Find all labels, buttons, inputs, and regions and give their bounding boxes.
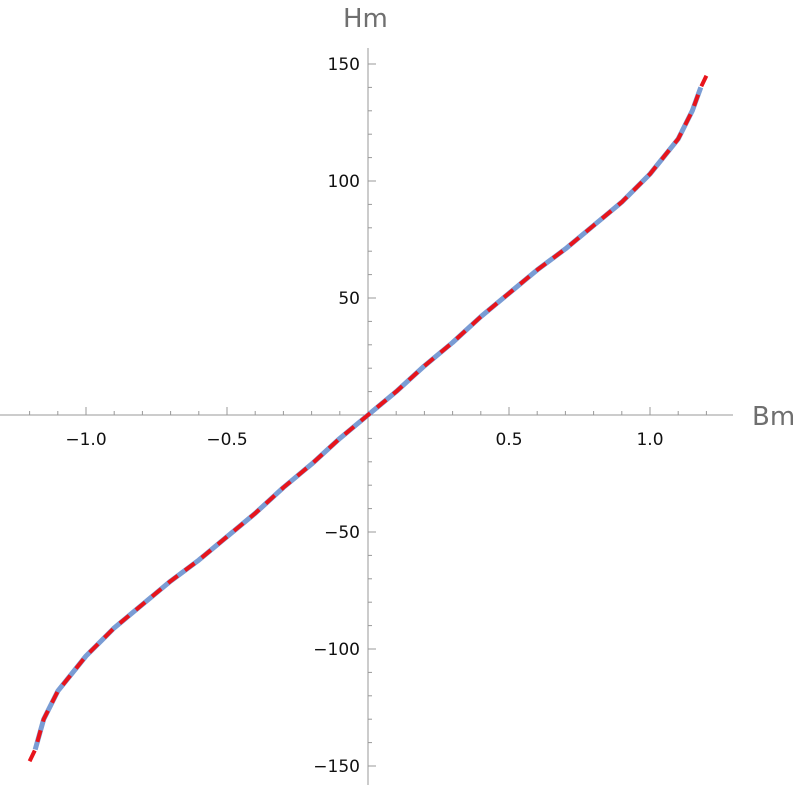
- y-axis-label: Hm: [343, 4, 388, 34]
- major-ticks: [85, 63, 651, 767]
- y-tick-label: 50: [338, 289, 360, 309]
- x-tick-label: 0.5: [495, 430, 522, 450]
- series-layer: [27, 74, 709, 763]
- y-tick-label: 100: [328, 172, 360, 192]
- y-tick-label: −150: [313, 757, 360, 777]
- dashed-series-line: [27, 74, 709, 763]
- x-tick-label: −0.5: [206, 430, 247, 450]
- y-tick-label: 150: [328, 55, 360, 75]
- x-tick-label: 1.0: [636, 430, 663, 450]
- x-tick-label: −1.0: [65, 430, 106, 450]
- x-axis-label: Bm: [752, 402, 795, 432]
- y-tick-label: −50: [324, 523, 360, 543]
- tick-labels: −1.0 −0.5 0.5 1.0 −150 −100 −50 50 100 150: [65, 55, 663, 777]
- y-tick-label: −100: [313, 640, 360, 660]
- minor-ticks: [29, 86, 707, 744]
